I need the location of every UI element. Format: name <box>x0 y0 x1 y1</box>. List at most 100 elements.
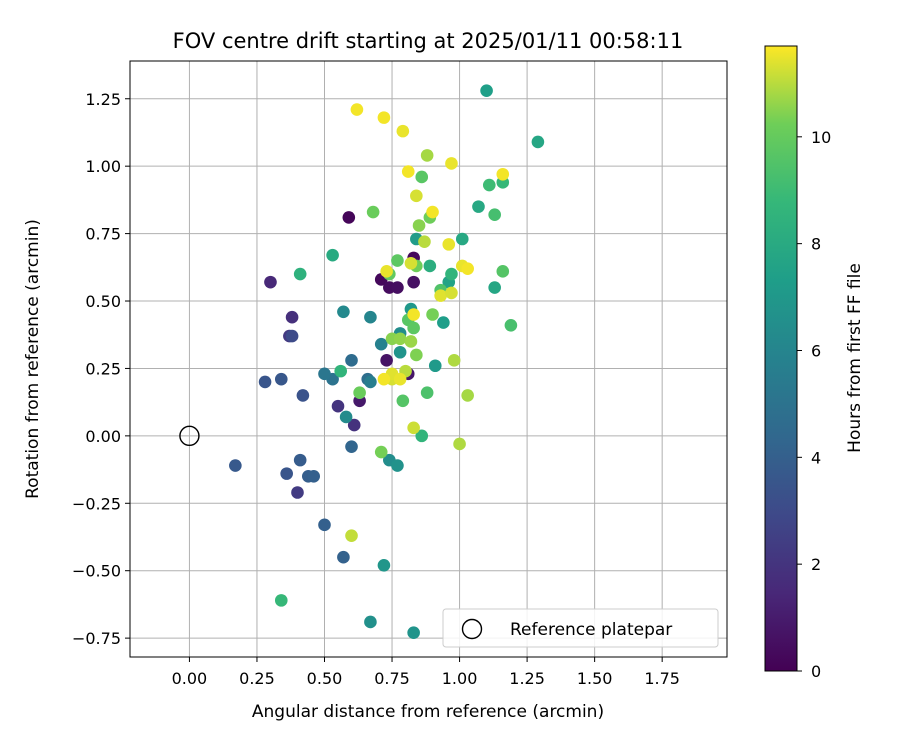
data-point <box>412 219 426 232</box>
data-point <box>337 305 350 319</box>
y-tick-label: 0.25 <box>85 359 121 378</box>
data-point <box>496 167 510 181</box>
data-point <box>420 386 434 400</box>
colorbar-label: Hours from first FF file <box>845 263 865 453</box>
colorbar: 0 2 4 6 8 10 Hours from first FF file <box>764 45 865 681</box>
data-point <box>407 321 420 335</box>
data-point <box>337 550 350 564</box>
data-point <box>318 367 331 381</box>
data-point <box>364 375 377 389</box>
data-point <box>407 421 420 435</box>
data-point <box>423 259 437 273</box>
colorbar-tick-label: 6 <box>811 341 821 360</box>
y-tick-label: −0.50 <box>72 562 121 581</box>
data-point <box>374 445 388 459</box>
data-point <box>393 372 407 386</box>
data-point <box>280 467 293 480</box>
data-point <box>307 470 320 483</box>
data-point <box>296 389 310 402</box>
data-point <box>415 170 429 184</box>
colorbar-ticks: 0 2 4 6 8 10 <box>797 128 831 681</box>
data-point <box>380 354 393 367</box>
colorbar-tick-label: 4 <box>811 448 821 467</box>
data-point <box>488 208 501 222</box>
x-tick-label: 0.50 <box>307 669 343 688</box>
data-point <box>342 211 356 224</box>
data-point <box>480 84 493 97</box>
data-point <box>334 364 348 378</box>
legend: Reference platepar <box>442 608 719 648</box>
data-point <box>229 459 242 472</box>
colorbar-tick-label: 0 <box>811 662 821 681</box>
x-tick-label: 1.50 <box>577 669 613 688</box>
data-point <box>393 345 407 359</box>
chart-title: FOV centre drift starting at 2025/01/11 … <box>173 29 684 53</box>
x-tick-label: 0.75 <box>374 669 410 688</box>
data-point <box>291 486 304 499</box>
data-point <box>396 124 410 138</box>
data-point <box>447 354 461 367</box>
data-points <box>179 84 545 640</box>
x-tick-label: 0.00 <box>172 669 208 688</box>
data-point <box>401 165 415 178</box>
data-point <box>420 149 434 162</box>
data-point <box>504 318 518 332</box>
data-point <box>374 337 388 351</box>
data-point <box>445 286 458 300</box>
y-tick-label: 0.50 <box>85 292 121 311</box>
data-point <box>293 453 307 467</box>
data-point <box>345 529 358 542</box>
colorbar-gradient <box>764 45 798 672</box>
data-point <box>396 394 410 408</box>
data-point <box>461 262 474 275</box>
data-point <box>285 310 299 324</box>
legend-box <box>442 608 719 648</box>
data-point <box>434 289 447 302</box>
data-point <box>404 335 418 348</box>
data-point <box>339 410 353 424</box>
data-point <box>274 594 288 607</box>
data-point <box>331 399 345 413</box>
x-axis-label: Angular distance from reference (arcmin) <box>252 702 604 722</box>
data-point <box>407 626 420 640</box>
data-point <box>264 275 277 289</box>
data-point <box>393 332 407 346</box>
data-point <box>445 157 458 170</box>
legend-marker-icon <box>461 618 483 640</box>
data-point <box>410 189 423 203</box>
data-point <box>442 238 456 251</box>
data-point <box>350 103 364 116</box>
data-point <box>415 429 429 443</box>
data-point <box>293 267 307 281</box>
colorbar-tick-label: 8 <box>811 235 821 254</box>
data-point <box>410 348 423 362</box>
y-tick-label: 0.75 <box>85 225 121 244</box>
data-point <box>428 359 442 373</box>
data-point <box>285 329 299 343</box>
x-axis-ticks: 0.00 0.25 0.50 0.75 1.00 1.25 1.50 1.75 <box>172 657 680 688</box>
data-point <box>482 178 496 192</box>
y-tick-label: 1.00 <box>85 157 121 176</box>
data-point <box>426 205 439 219</box>
data-point <box>496 265 510 278</box>
data-point <box>345 440 358 453</box>
y-tick-label: −0.75 <box>72 629 121 648</box>
data-point <box>391 281 404 294</box>
x-tick-label: 0.25 <box>239 669 275 688</box>
y-axis-label: Rotation from reference (arcmin) <box>23 219 43 499</box>
data-point <box>391 459 404 472</box>
data-point <box>318 518 331 532</box>
data-point <box>455 232 469 246</box>
data-point <box>377 559 391 572</box>
y-tick-label: 0.00 <box>85 427 121 446</box>
x-tick-label: 1.75 <box>644 669 680 688</box>
reference-marker <box>179 425 200 447</box>
data-point <box>391 254 404 267</box>
data-point <box>377 372 391 386</box>
x-tick-label: 1.00 <box>442 669 478 688</box>
data-point <box>461 389 474 402</box>
y-tick-label: 1.25 <box>85 90 121 109</box>
data-point <box>274 372 288 386</box>
colorbar-tick-label: 10 <box>811 128 831 147</box>
